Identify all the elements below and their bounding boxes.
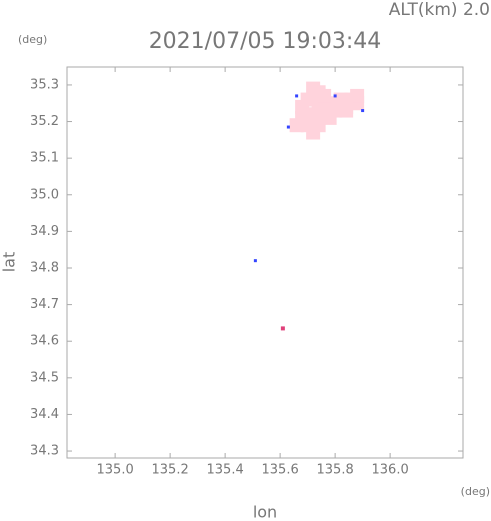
x-tick-label: 135.2 bbox=[152, 463, 189, 478]
echo-point bbox=[339, 99, 354, 114]
y-tick-label: 34.8 bbox=[30, 260, 59, 275]
x-tick-label: 135.0 bbox=[97, 463, 134, 478]
echo-point bbox=[317, 88, 332, 103]
y-tick-label: 34.9 bbox=[30, 224, 59, 239]
x-tick-label: 135.4 bbox=[207, 463, 244, 478]
echo-point bbox=[350, 88, 365, 103]
plot-frame bbox=[66, 66, 464, 459]
echo-point bbox=[280, 326, 285, 331]
y-tick-label: 35.0 bbox=[30, 187, 59, 202]
echo-point bbox=[289, 118, 304, 133]
x-unit: (deg) bbox=[461, 485, 490, 498]
y-tick-label: 34.7 bbox=[30, 297, 59, 312]
echo-point bbox=[322, 110, 337, 125]
y-axis-label: lat bbox=[0, 252, 19, 273]
chart-title: 2021/07/05 19:03:44 bbox=[149, 29, 382, 54]
echo-point bbox=[361, 109, 365, 113]
echo-point bbox=[306, 107, 321, 122]
y-tick-label: 35.1 bbox=[30, 151, 59, 166]
y-tick-label: 34.6 bbox=[30, 334, 59, 349]
y-tick-label: 34.3 bbox=[30, 444, 59, 459]
echo-point bbox=[253, 259, 257, 263]
y-tick-label: 35.2 bbox=[30, 114, 59, 129]
x-tick-label: 136.0 bbox=[372, 463, 409, 478]
y-tick-label: 34.5 bbox=[30, 370, 59, 385]
y-tick-label: 35.3 bbox=[30, 77, 59, 92]
echo-point bbox=[295, 94, 299, 98]
altitude-label: ALT(km) 2.0 bbox=[389, 0, 490, 20]
x-tick-label: 135.6 bbox=[262, 463, 299, 478]
x-tick-label: 135.8 bbox=[317, 463, 354, 478]
echo-point bbox=[295, 99, 310, 114]
echo-point bbox=[306, 125, 321, 140]
y-unit: (deg) bbox=[18, 33, 47, 46]
echo-point bbox=[333, 94, 337, 98]
echo-point bbox=[286, 125, 290, 129]
x-axis-label: lon bbox=[253, 503, 277, 521]
y-tick-label: 34.4 bbox=[30, 407, 59, 422]
